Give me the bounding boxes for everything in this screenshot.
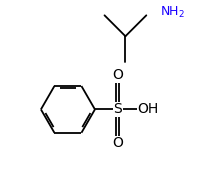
Text: OH: OH xyxy=(137,102,159,116)
Text: NH$_2$: NH$_2$ xyxy=(160,5,185,20)
Text: S: S xyxy=(113,102,122,116)
Text: O: O xyxy=(112,136,123,150)
Text: O: O xyxy=(112,68,123,82)
